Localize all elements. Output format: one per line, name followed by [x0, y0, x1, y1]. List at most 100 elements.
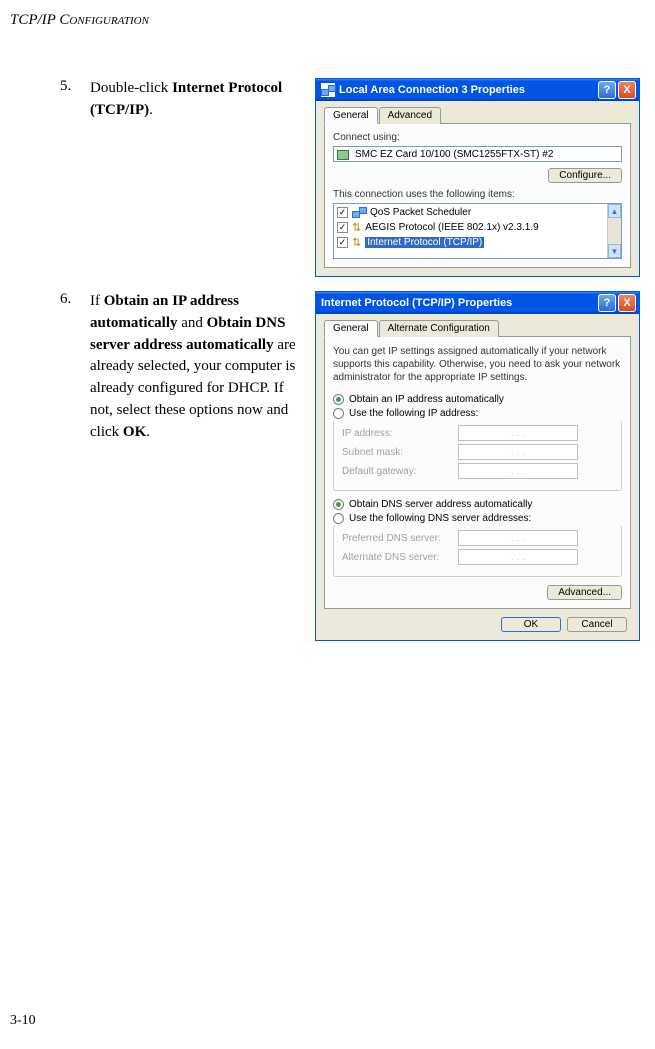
ok-button[interactable]: OK: [501, 617, 561, 632]
step-6-body: If Obtain an IP address automatically an…: [90, 291, 640, 641]
help-button[interactable]: ?: [598, 294, 616, 312]
radio-icon[interactable]: [333, 499, 344, 510]
page-number: 3-10: [10, 1013, 36, 1029]
lan-tabs: General Advanced: [324, 107, 631, 124]
list-item-aegis[interactable]: ✓ ⇅ AEGIS Protocol (IEEE 802.1x) v2.3.1.…: [334, 220, 621, 235]
gateway-input: . . .: [458, 463, 578, 479]
s6-b3: OK: [123, 424, 146, 440]
connection-icon: [321, 83, 335, 97]
header-text: TCP/IP Configuration: [10, 12, 149, 28]
tab-general[interactable]: General: [324, 107, 378, 124]
subnet-label: Subnet mask:: [342, 447, 452, 458]
adapter-name: SMC EZ Card 10/100 (SMC1255FTX-ST) #2: [355, 149, 553, 160]
step-5-post: .: [149, 102, 153, 118]
pref-dns-label: Preferred DNS server:: [342, 533, 452, 544]
page-number-text: 3-10: [10, 1013, 36, 1028]
step-5-pre: Double-click: [90, 80, 172, 96]
step-5-number: 5.: [60, 78, 90, 277]
item-label: AEGIS Protocol (IEEE 802.1x) v2.3.1.9: [365, 222, 538, 233]
lan-title-text: Local Area Connection 3 Properties: [339, 84, 525, 96]
ip-address-row: IP address: . . .: [342, 425, 613, 441]
radio-label: Obtain an IP address automatically: [349, 394, 504, 405]
items-label: This connection uses the following items…: [333, 189, 622, 200]
close-button[interactable]: X: [618, 81, 636, 99]
protocol-icon: [352, 205, 366, 219]
advanced-row: Advanced...: [333, 585, 622, 600]
checkbox-icon[interactable]: ✓: [337, 207, 348, 218]
radio-label: Use the following IP address:: [349, 408, 478, 419]
screenshot-1: Local Area Connection 3 Properties ? X G…: [315, 78, 640, 277]
items-listbox[interactable]: ✓ QoS Packet Scheduler ✓ ⇅ AEGIS Protoco…: [333, 203, 622, 259]
pref-dns-row: Preferred DNS server: . . .: [342, 530, 613, 546]
scroll-down-icon[interactable]: ▼: [608, 244, 621, 258]
s6-p4: .: [146, 424, 150, 440]
radio-obtain-ip[interactable]: Obtain an IP address automatically: [333, 394, 622, 405]
radio-label: Use the following DNS server addresses:: [349, 513, 531, 524]
lan-tabpage: Connect using: SMC EZ Card 10/100 (SMC12…: [324, 123, 631, 268]
tcpip-tabpage: You can get IP settings assigned automat…: [324, 336, 631, 609]
tcpip-title-text: Internet Protocol (TCP/IP) Properties: [321, 297, 512, 309]
scroll-up-icon[interactable]: ▲: [608, 204, 621, 218]
adapter-field: SMC EZ Card 10/100 (SMC1255FTX-ST) #2: [333, 146, 622, 162]
step-6-number: 6.: [60, 291, 90, 641]
alt-dns-label: Alternate DNS server:: [342, 552, 452, 563]
lan-titlebar: Local Area Connection 3 Properties ? X: [316, 79, 639, 101]
list-item-qos[interactable]: ✓ QoS Packet Scheduler: [334, 204, 621, 220]
radio-obtain-dns[interactable]: Obtain DNS server address automatically: [333, 499, 622, 510]
radio-icon[interactable]: [333, 513, 344, 524]
tab-general[interactable]: General: [324, 320, 378, 337]
tab-advanced[interactable]: Advanced: [379, 107, 441, 124]
ip-address-label: IP address:: [342, 428, 452, 439]
checkbox-icon[interactable]: ✓: [337, 237, 348, 248]
window-icon: [321, 83, 335, 97]
configure-button[interactable]: Configure...: [548, 168, 622, 183]
tcpip-body: General Alternate Configuration You can …: [316, 314, 639, 640]
checkbox-icon[interactable]: ✓: [337, 222, 348, 233]
tcpip-properties-window: Internet Protocol (TCP/IP) Properties ? …: [315, 291, 640, 641]
radio-use-dns[interactable]: Use the following DNS server addresses:: [333, 513, 622, 524]
tcpip-description: You can get IP settings assigned automat…: [333, 345, 622, 384]
close-button[interactable]: X: [618, 294, 636, 312]
subnet-row: Subnet mask: . . .: [342, 444, 613, 460]
ip-address-input: . . .: [458, 425, 578, 441]
tcpip-tabs: General Alternate Configuration: [324, 320, 631, 337]
item-label: QoS Packet Scheduler: [370, 207, 471, 218]
step-6-text: If Obtain an IP address automatically an…: [90, 291, 305, 641]
help-button[interactable]: ?: [598, 81, 616, 99]
tcpip-titlebar: Internet Protocol (TCP/IP) Properties ? …: [316, 292, 639, 314]
radio-icon[interactable]: [333, 394, 344, 405]
step-5-text: Double-click Internet Protocol (TCP/IP).: [90, 78, 305, 277]
ip-group: IP address: . . . Subnet mask: . . .: [333, 420, 622, 491]
pref-dns-input: . . .: [458, 530, 578, 546]
step-5: 5. Double-click Internet Protocol (TCP/I…: [60, 78, 640, 277]
radio-label: Obtain DNS server address automatically: [349, 499, 532, 510]
dns-group: Preferred DNS server: . . . Alternate DN…: [333, 525, 622, 577]
lan-properties-window: Local Area Connection 3 Properties ? X G…: [315, 78, 640, 277]
page-header: TCP/IP Configuration: [10, 12, 149, 29]
protocol-icon: ⇅: [352, 236, 361, 249]
content-area: 5. Double-click Internet Protocol (TCP/I…: [60, 78, 640, 655]
radio-use-ip[interactable]: Use the following IP address:: [333, 408, 622, 419]
scroll-track[interactable]: [608, 218, 621, 244]
screenshot-2: Internet Protocol (TCP/IP) Properties ? …: [315, 291, 640, 641]
step-6: 6. If Obtain an IP address automatically…: [60, 291, 640, 641]
alt-dns-input: . . .: [458, 549, 578, 565]
alt-dns-row: Alternate DNS server: . . .: [342, 549, 613, 565]
protocol-icon: ⇅: [352, 221, 361, 234]
item-label: Internet Protocol (TCP/IP): [365, 237, 484, 248]
connect-using-label: Connect using:: [333, 132, 622, 143]
netcard-icon: [337, 148, 351, 160]
subnet-input: . . .: [458, 444, 578, 460]
advanced-button[interactable]: Advanced...: [547, 585, 622, 600]
radio-icon[interactable]: [333, 408, 344, 419]
dialog-buttons: OK Cancel: [324, 617, 631, 632]
gateway-row: Default gateway: . . .: [342, 463, 613, 479]
scrollbar[interactable]: ▲ ▼: [607, 204, 621, 258]
s6-p1: If: [90, 293, 104, 309]
cancel-button[interactable]: Cancel: [567, 617, 627, 632]
lan-body: General Advanced Connect using: SMC EZ C…: [316, 101, 639, 276]
step-5-body: Double-click Internet Protocol (TCP/IP).…: [90, 78, 640, 277]
list-item-tcpip[interactable]: ✓ ⇅ Internet Protocol (TCP/IP): [334, 235, 621, 250]
s6-p2: and: [178, 315, 207, 331]
tab-alternate[interactable]: Alternate Configuration: [379, 320, 499, 337]
